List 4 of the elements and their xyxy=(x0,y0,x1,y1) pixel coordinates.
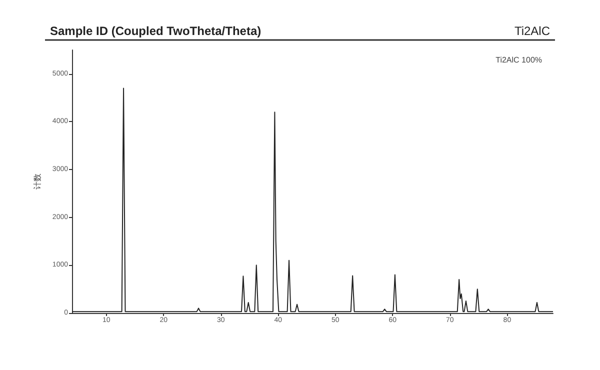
y-axis-title: 计数 xyxy=(33,174,42,190)
chart-title: Sample ID (Coupled TwoTheta/Theta) xyxy=(50,24,262,38)
chart-subtitle: Ti2AlC xyxy=(514,24,550,38)
annotation: Ti2AlC 100% xyxy=(496,56,542,64)
